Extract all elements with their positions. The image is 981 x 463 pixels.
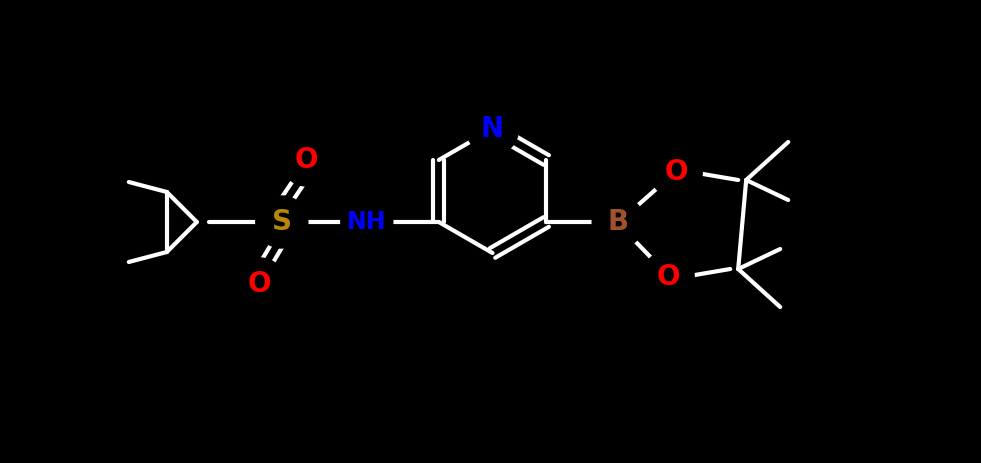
Text: O: O bbox=[664, 158, 688, 186]
Circle shape bbox=[281, 134, 333, 186]
Text: N: N bbox=[481, 115, 504, 143]
Text: O: O bbox=[656, 263, 680, 291]
Circle shape bbox=[650, 146, 702, 198]
Text: O: O bbox=[295, 146, 319, 174]
Text: NH: NH bbox=[347, 210, 387, 234]
Text: O: O bbox=[248, 270, 272, 298]
Circle shape bbox=[340, 196, 392, 248]
Circle shape bbox=[233, 258, 285, 310]
Circle shape bbox=[467, 103, 519, 155]
Circle shape bbox=[256, 196, 308, 248]
Circle shape bbox=[593, 196, 645, 248]
Text: B: B bbox=[607, 208, 629, 236]
Text: S: S bbox=[272, 208, 291, 236]
Circle shape bbox=[643, 251, 695, 303]
